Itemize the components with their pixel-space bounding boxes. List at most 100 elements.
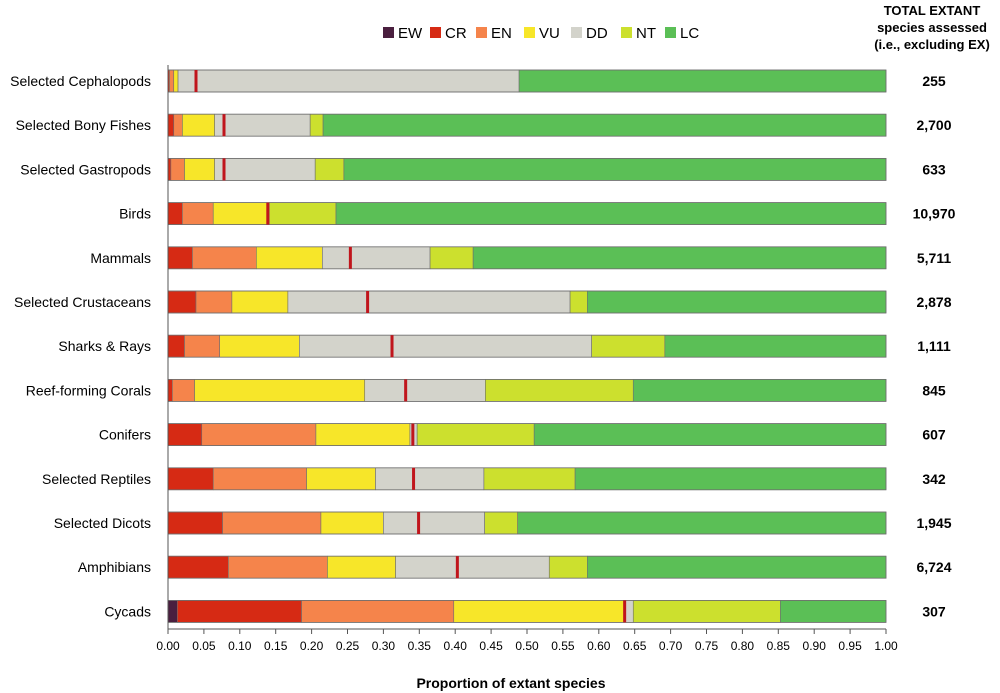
- x-tick-label: 0.95: [838, 639, 862, 653]
- threat-marker: [623, 600, 627, 623]
- x-tick-label: 0.30: [372, 639, 396, 653]
- bar-segment-cr: [167, 379, 173, 402]
- bar-selected-bony-fishes: [167, 113, 887, 137]
- bar-segment-nt: [484, 511, 518, 535]
- bar-segment-cr: [167, 202, 183, 225]
- bar-segment-lc: [587, 290, 887, 314]
- bar-segment-en: [192, 246, 257, 270]
- bar-cycads: [167, 600, 887, 623]
- legend-swatch-en: [476, 27, 487, 38]
- x-tick-label: 0.45: [479, 639, 503, 653]
- bar-reef-forming-corals: [167, 378, 887, 402]
- bar-segment-nt: [548, 555, 588, 579]
- bar-segment-lc: [472, 246, 887, 270]
- threat-marker: [404, 379, 408, 402]
- total-label: 1,945: [916, 515, 951, 531]
- bar-segment-vu: [315, 423, 411, 446]
- bar-segment-nt: [591, 334, 666, 358]
- bar-segment-dd: [214, 113, 311, 137]
- bar-segment-nt: [416, 423, 535, 446]
- threat-marker: [222, 114, 226, 137]
- bar-selected-gastropods: [167, 157, 887, 181]
- total-label: 255: [922, 73, 946, 89]
- total-label: 307: [922, 603, 946, 619]
- bar-segment-vu: [184, 158, 215, 181]
- x-tick-label: 0.65: [623, 639, 647, 653]
- bar-selected-reptiles: [167, 467, 887, 491]
- bar-segment-vu: [173, 69, 179, 93]
- bar-segment-dd: [383, 511, 485, 535]
- bars: [167, 69, 887, 623]
- bar-segment-lc: [322, 113, 887, 137]
- x-tick-label: 0.60: [587, 639, 611, 653]
- bar-segment-dd: [299, 334, 592, 358]
- bar-segment-dd: [364, 379, 486, 402]
- category-label: Selected Cephalopods: [10, 73, 151, 89]
- total-label: 633: [922, 161, 946, 177]
- legend-label-dd: DD: [586, 25, 608, 42]
- bar-segment-en: [170, 158, 185, 181]
- bar-segment-lc: [517, 511, 887, 535]
- bar-segment-cr: [177, 600, 302, 623]
- total-header-line-2: species assessed: [877, 20, 987, 35]
- bar-birds: [167, 202, 887, 226]
- legend-swatch-ew: [383, 27, 394, 38]
- bar-segment-dd: [177, 69, 520, 93]
- x-tick-label: 0.35: [408, 639, 432, 653]
- category-labels: Selected Cephalopods Selected Bony Fishes…: [10, 73, 151, 619]
- total-header: TOTAL EXTANT species assessed (i.e., exc…: [874, 3, 990, 52]
- bar-segment-nt: [429, 246, 474, 270]
- category-label: Selected Dicots: [54, 515, 151, 531]
- x-tick-label: 0.15: [264, 639, 288, 653]
- threat-marker: [366, 291, 370, 313]
- bar-segment-en: [222, 511, 322, 535]
- x-axis: 0.00 0.05 0.10 0.15 0.20 0.25 0.30 0.35 0.40 0.45…: [156, 65, 898, 653]
- bar-segment-vu: [194, 379, 366, 402]
- category-label: Amphibians: [78, 559, 151, 575]
- bar-segment-cr: [167, 511, 223, 535]
- threat-marker: [194, 70, 198, 92]
- total-label: 2,878: [916, 294, 951, 310]
- total-header-line-1: TOTAL EXTANT: [884, 3, 981, 18]
- category-label: Selected Bony Fishes: [16, 117, 151, 133]
- bar-segment-dd: [214, 158, 316, 181]
- threat-marker: [348, 246, 352, 269]
- bar-segment-cr: [167, 290, 197, 314]
- bar-segment-dd: [375, 467, 485, 491]
- bar-segment-vu: [182, 113, 215, 137]
- x-tick-label: 0.00: [156, 639, 180, 653]
- bar-segment-en: [301, 600, 455, 623]
- bar-segment-ew: [167, 600, 178, 623]
- legend-label-nt: NT: [636, 25, 656, 42]
- total-label: 845: [922, 382, 946, 398]
- x-tick-label: 0.75: [695, 639, 719, 653]
- bar-segment-vu: [231, 290, 289, 314]
- bar-segment-en: [169, 69, 175, 93]
- bar-segment-vu: [219, 334, 300, 358]
- x-tick-label: 0.50: [515, 639, 539, 653]
- category-label: Sharks & Rays: [58, 338, 151, 354]
- bar-segment-nt: [309, 113, 324, 137]
- bar-segment-cr: [167, 334, 185, 358]
- bar-conifers: [167, 423, 887, 447]
- bar-segment-en: [212, 467, 307, 491]
- x-tick-label: 0.40: [444, 639, 468, 653]
- bar-segment-cr: [167, 113, 175, 137]
- total-label: 607: [922, 427, 946, 443]
- threat-marker: [390, 335, 394, 358]
- x-tick-label: 0.55: [551, 639, 575, 653]
- total-label: 342: [922, 471, 946, 487]
- legend-swatch-cr: [430, 27, 441, 38]
- bar-segment-vu: [256, 246, 323, 270]
- legend-label-ew: EW: [398, 25, 423, 42]
- threat-marker: [455, 556, 459, 579]
- bar-segment-en: [184, 334, 220, 358]
- legend-label-lc: LC: [680, 25, 699, 42]
- bar-segment-cr: [167, 423, 203, 446]
- bar-selected-crustaceans: [167, 290, 887, 314]
- bar-segment-en: [173, 113, 183, 137]
- bar-segment-vu: [212, 202, 270, 225]
- bar-segment-lc: [533, 423, 887, 446]
- threat-marker: [417, 512, 421, 534]
- bar-segment-nt: [483, 467, 576, 491]
